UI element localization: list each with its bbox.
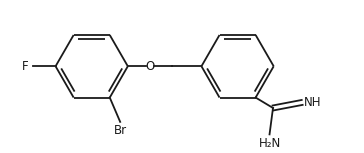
Text: F: F (22, 60, 28, 73)
Text: H₂N: H₂N (258, 137, 281, 150)
Text: NH: NH (304, 96, 322, 109)
Text: Br: Br (114, 124, 127, 137)
Text: O: O (146, 60, 155, 73)
